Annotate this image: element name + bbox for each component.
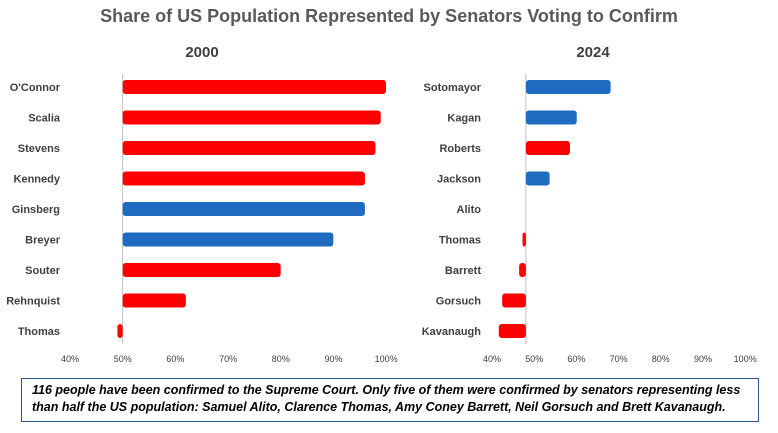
bar-thomas-2000 <box>117 324 123 338</box>
x-tick-label: 80% <box>272 354 290 364</box>
chart: Share of US Population Represented by Se… <box>6 6 757 364</box>
x-tick-label: 90% <box>694 354 712 364</box>
bar-scalia-2000 <box>122 110 381 125</box>
bar-breyer-2000 <box>122 232 334 247</box>
category-label: Thomas <box>18 326 60 338</box>
x-tick-label: 50% <box>525 354 543 364</box>
panel-title-2024: 2024 <box>576 44 610 61</box>
x-tick-label: 60% <box>567 354 585 364</box>
footnote-box: 116 people have been confirmed to the Su… <box>21 378 759 422</box>
footnote-text: 116 people have been confirmed to the Su… <box>32 383 741 414</box>
bar-roberts-2024 <box>525 141 570 155</box>
panel-title-2000: 2000 <box>185 44 218 61</box>
x-tick-label: 40% <box>483 354 501 364</box>
x-tick-label: 70% <box>219 354 237 364</box>
bar-stevens-2000 <box>122 141 376 155</box>
category-label: Alito <box>457 204 482 216</box>
bar-ginsberg-2000 <box>122 202 365 216</box>
category-label: Stevens <box>18 143 60 155</box>
x-tick-label: 100% <box>734 354 757 364</box>
bar-thomas-2024 <box>522 232 526 247</box>
bar-oconnor-2000 <box>122 80 387 94</box>
bar-souter-2000 <box>122 263 281 277</box>
bar-jackson-2024 <box>525 171 550 186</box>
chart-title: Share of US Population Represented by Se… <box>100 6 678 26</box>
category-label: Souter <box>25 265 61 277</box>
bar-kennedy-2000 <box>122 171 365 186</box>
x-tick-label: 70% <box>610 354 628 364</box>
category-label: Roberts <box>439 143 481 155</box>
x-tick-label: 60% <box>166 354 184 364</box>
x-tick-label: 100% <box>375 354 398 364</box>
category-label: Breyer <box>25 235 61 247</box>
category-label: Kavanaugh <box>422 326 482 338</box>
bar-kavanaugh-2024 <box>498 324 526 338</box>
category-label: Scalia <box>28 113 61 125</box>
category-label: Barrett <box>445 265 481 277</box>
category-label: O'Connor <box>10 82 61 94</box>
x-tick-label: 40% <box>61 354 79 364</box>
bar-kagan-2024 <box>525 110 577 125</box>
x-tick-label: 50% <box>114 354 132 364</box>
category-label: Kennedy <box>14 174 61 186</box>
category-label: Gorsuch <box>436 296 482 308</box>
category-label: Kagan <box>447 113 481 125</box>
category-label: Ginsberg <box>12 204 60 216</box>
bar-barrett-2024 <box>519 263 526 277</box>
bar-rehnquist-2000 <box>122 293 186 308</box>
x-tick-label: 80% <box>652 354 670 364</box>
x-tick-label: 90% <box>324 354 342 364</box>
category-label: Sotomayor <box>424 82 482 94</box>
category-label: Rehnquist <box>6 296 60 308</box>
bar-sotomayor-2024 <box>525 80 611 94</box>
category-label: Thomas <box>439 235 481 247</box>
bar-gorsuch-2024 <box>502 293 526 308</box>
category-label: Jackson <box>437 174 481 186</box>
